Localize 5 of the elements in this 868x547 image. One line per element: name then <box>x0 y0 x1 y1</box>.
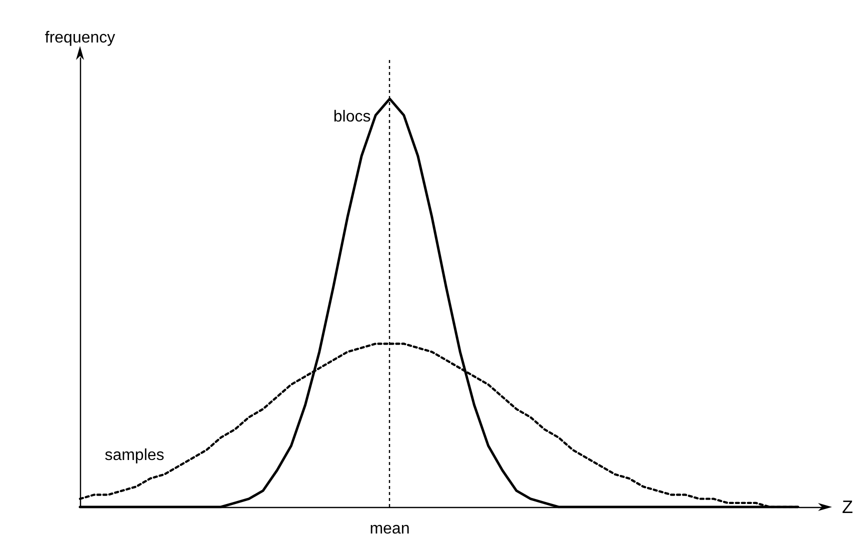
series-label: samples <box>104 446 164 464</box>
y-axis-title: frequency <box>44 30 116 46</box>
series-label: blocs <box>333 108 371 126</box>
text: mean <box>370 520 410 538</box>
x-axis-title: Z <box>842 497 853 517</box>
